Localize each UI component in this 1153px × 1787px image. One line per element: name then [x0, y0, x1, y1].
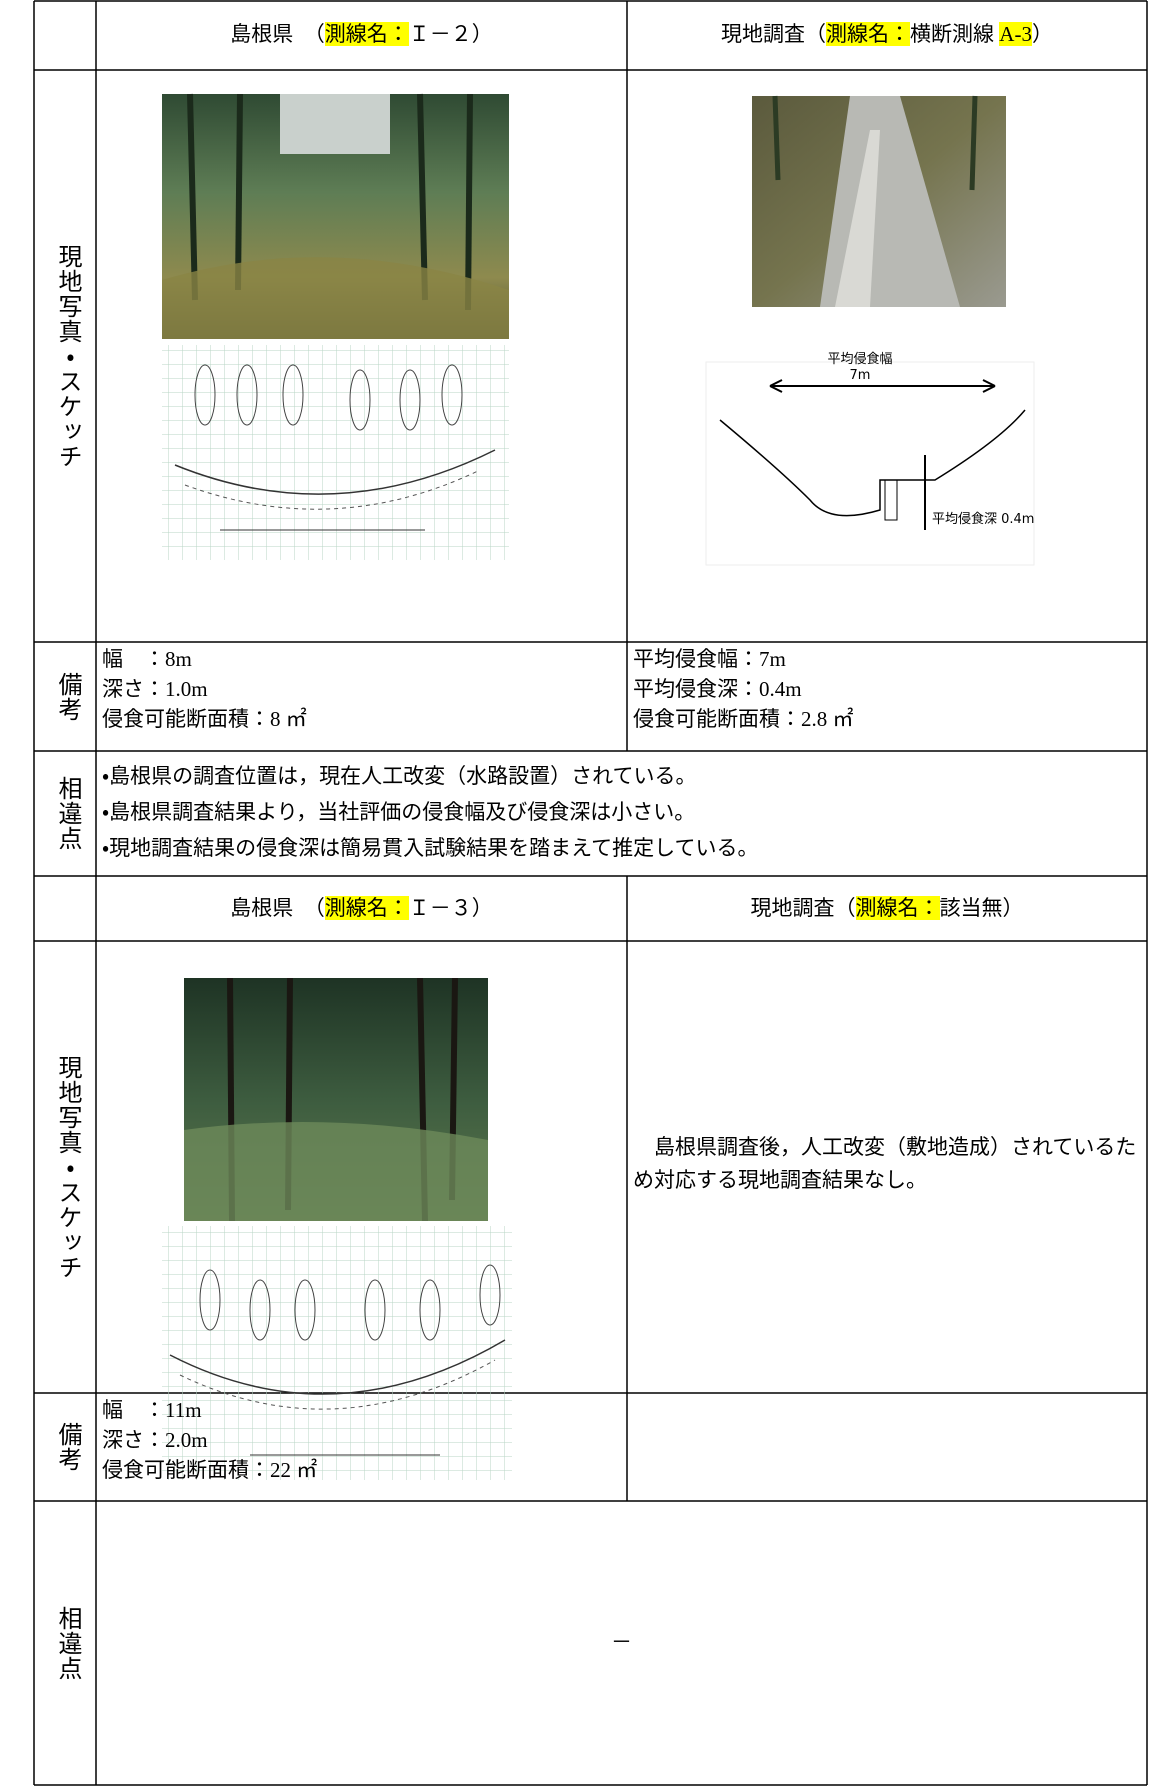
sketch	[705, 361, 1035, 566]
header-text: 現地調査（	[721, 22, 827, 46]
header-text: 該当無）	[939, 895, 1024, 920]
header-text: 島根県 （	[230, 895, 325, 920]
header-text: 測線名：	[324, 22, 409, 46]
row-label: 備考	[54, 671, 80, 722]
header-text: 横断測線	[910, 22, 1000, 46]
photo	[184, 977, 488, 1222]
remark-line: 平均侵食幅：7m	[633, 647, 786, 671]
row-label: 現地写真・スケッチ	[54, 1054, 80, 1280]
sketch-label: 平均侵食深 0.4m	[932, 512, 1035, 527]
diff-line: ・現地調査結果の侵食深は簡易貫入試験結果を踏まえて推定している。	[102, 836, 759, 860]
remark-line: 侵食可能断面積：8 ㎡	[102, 707, 307, 731]
header-text: 島根県 （	[230, 22, 325, 46]
remark-line: 深さ：2.0m	[102, 1428, 208, 1452]
sketch	[162, 345, 509, 560]
table-lines	[33, 0, 1148, 1786]
sketch-label: 平均侵食幅	[827, 352, 893, 367]
header-text: 測線名：	[324, 895, 409, 920]
row-label: 備考	[54, 1422, 80, 1472]
header-text: 測線名：	[855, 895, 940, 920]
header-text: 測線名：	[826, 22, 911, 46]
header-cell: 島根県 （測線名：Ｉ－２）	[96, 21, 627, 48]
header-cell: 現地調査（測線名：横断測線 A-3）	[627, 21, 1147, 48]
sketch-label: 7m	[849, 368, 871, 383]
sketch	[162, 1226, 512, 1480]
row-label: 相違点	[54, 1605, 80, 1681]
photo	[162, 93, 509, 339]
header-text: A-3	[999, 22, 1032, 46]
header-text: 現地調査（	[750, 895, 856, 920]
note: 島根県調査後，人工改変（敷地造成）されているため対応する現地調査結果なし。	[633, 1135, 1137, 1192]
header-text: Ｉ－２）	[408, 22, 493, 46]
row-label: 現地写真・スケッチ	[54, 243, 80, 469]
remark-line: 深さ：1.0m	[102, 677, 208, 701]
remark-line: 平均侵食深：0.4m	[633, 677, 802, 701]
remark-line: 幅 ：11m	[102, 1398, 202, 1422]
header-text: Ｉ－３）	[408, 895, 493, 920]
header-cell: 現地調査（測線名：該当無）	[627, 895, 1147, 922]
header-cell: 島根県 （測線名：Ｉ－３）	[96, 895, 627, 922]
diff-line: ・島根県調査結果より，当社評価の侵食幅及び侵食深は小さい。	[102, 800, 696, 824]
diff-line: －	[611, 1630, 632, 1654]
row-label: 相違点	[54, 776, 80, 851]
remark-line: 侵食可能断面積：2.8 ㎡	[633, 707, 854, 731]
photo	[752, 95, 1006, 307]
remark-line: 幅 ：8m	[102, 647, 192, 671]
remark-line: 侵食可能断面積：22 ㎡	[102, 1458, 318, 1482]
diff-line: ・島根県の調査位置は，現在人工改変（水路設置）されている。	[102, 764, 697, 788]
header-text: ）	[1031, 22, 1053, 46]
